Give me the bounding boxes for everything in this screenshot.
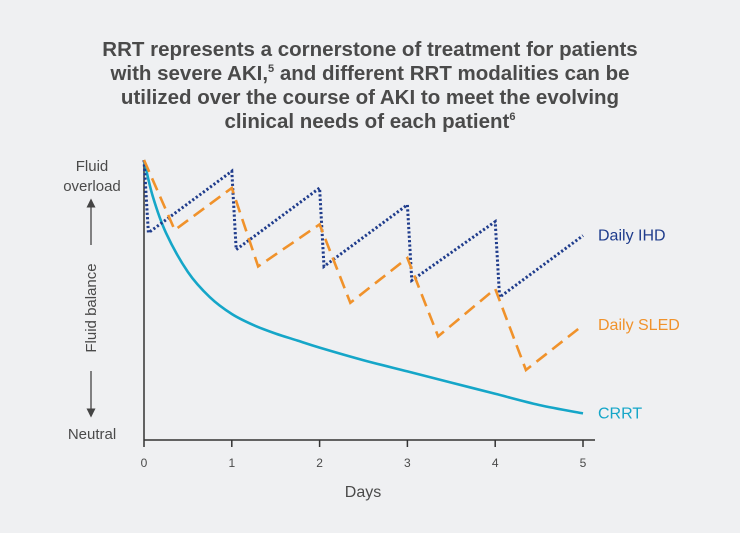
- series-lines: [142, 159, 584, 415]
- title-footnote-5: 5: [268, 63, 275, 75]
- y-bottom-label-neutral: Neutral: [68, 426, 116, 443]
- title-line-3: utilized over the course of AKI to meet …: [120, 86, 620, 109]
- chart-title: RRT represents a cornerstone of treatmen…: [40, 38, 700, 134]
- y-top-label-fluid: Fluid: [76, 158, 109, 175]
- x-tick-label: 5: [580, 456, 587, 470]
- series-labels: Daily IHD Daily SLED CRRT: [598, 228, 680, 423]
- title-line-2: with severe AKI,5 and different RRT moda…: [40, 62, 700, 86]
- x-tick-label: 3: [404, 456, 411, 470]
- title-line-1: RRT represents a cornerstone of treatmen…: [102, 38, 638, 61]
- series-line-crrt: [142, 159, 584, 415]
- title-line-2b: and different RRT modalities can be: [274, 62, 630, 85]
- y-axis-label: Fluid balance: [83, 263, 100, 352]
- x-tick-label: 2: [316, 456, 323, 470]
- x-tick-label: 1: [228, 456, 235, 470]
- title-line-4a: clinical needs of each patient: [224, 110, 510, 133]
- series-label-daily-sled: Daily SLED: [598, 317, 680, 334]
- x-tick-label: 4: [492, 456, 499, 470]
- series-line-daily-sled: [142, 159, 584, 373]
- y-top-label-overload: overload: [63, 178, 121, 195]
- title-line-2a: with severe AKI,: [110, 62, 269, 85]
- title-line-4: clinical needs of each patient6: [40, 110, 700, 134]
- title-footnote-6: 6: [509, 111, 516, 123]
- series-label-daily-ihd: Daily IHD: [598, 228, 666, 245]
- x-tick-label: 0: [141, 456, 148, 470]
- series-line-daily-ihd: [142, 159, 584, 301]
- x-axis-label: Days: [345, 484, 381, 501]
- series-label-crrt: CRRT: [598, 405, 642, 422]
- x-ticks: 0 1 2 3 4 5: [141, 440, 587, 470]
